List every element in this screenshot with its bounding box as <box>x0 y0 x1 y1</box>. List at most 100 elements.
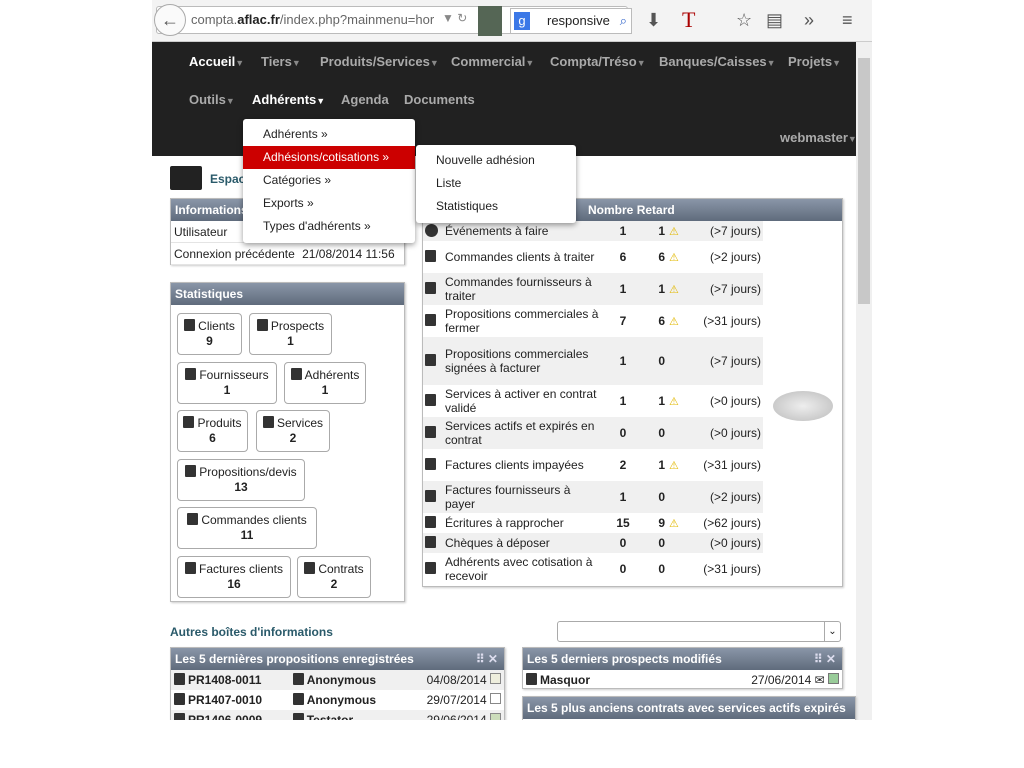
row-count: 0 <box>619 536 627 550</box>
row-label[interactable]: Factures clients impayées <box>445 458 584 472</box>
workboard-row[interactable]: Factures fournisseurs à payer 1 0 (>2 jours… <box>423 481 763 513</box>
prospect-name[interactable]: Masquor <box>523 670 659 690</box>
stat-9[interactable]: Contrats 2 <box>297 556 371 598</box>
row-label[interactable]: Écritures à rapprocher <box>445 516 564 530</box>
stat-label: Propositions/devis <box>199 465 297 479</box>
bookmark-star-icon[interactable]: ☆ <box>736 10 753 30</box>
workboard-row[interactable]: Commandes clients à traiter 6 6 ⚠ (>2 jours) <box>423 241 763 273</box>
stat-icon <box>185 465 197 477</box>
menu-item-2[interactable]: Catégories » <box>263 173 332 187</box>
proposal-ref[interactable]: PR1407-0010 <box>188 693 263 707</box>
menu-item-1[interactable]: Adhésions/cotisations » <box>243 146 415 169</box>
submenu-item-2[interactable]: Statistiques <box>436 199 499 213</box>
scrollbar-thumb[interactable] <box>858 58 870 304</box>
stat-label: Clients <box>198 319 235 333</box>
proposal-date: 29/07/2014 <box>426 693 487 707</box>
nav-projets[interactable]: Projets▼ <box>788 54 841 69</box>
menu-item-3[interactable]: Exports » <box>263 196 314 210</box>
user-menu[interactable]: webmaster▼ <box>780 130 857 145</box>
proposal-row[interactable]: PR1407-0010 Anonymous 29/07/2014 <box>171 690 504 710</box>
stat-0[interactable]: Clients 9 <box>177 313 242 355</box>
submenu-item-1[interactable]: Liste <box>436 176 462 190</box>
stat-count: 6 <box>209 431 216 445</box>
stat-8[interactable]: Factures clients 16 <box>177 556 291 598</box>
back-button[interactable]: ← <box>154 4 186 36</box>
proposal-ref[interactable]: PR1408-0011 <box>188 673 262 687</box>
proposal-tiers[interactable]: Anonymous <box>306 693 377 707</box>
reading-list-icon[interactable]: ▤ <box>766 10 784 30</box>
workboard-row[interactable]: Propositions commerciales à fermer 7 6 ⚠ (>3… <box>423 305 763 337</box>
workboard-row[interactable]: Propositions commerciales signées à fact… <box>423 337 763 385</box>
workboard-row[interactable]: Factures clients impayées 2 1 ⚠ (>31 jours) <box>423 449 763 481</box>
overflow-icon[interactable]: » <box>804 10 815 30</box>
proposals-box: Les 5 dernières propositions enregistrée… <box>170 647 505 730</box>
nav-commercial[interactable]: Commercial▼ <box>451 54 535 69</box>
nav-agenda[interactable]: Agenda <box>341 92 389 107</box>
row-label[interactable]: Services à activer en contrat validé <box>445 387 597 415</box>
stat-4[interactable]: Produits 6 <box>177 410 248 452</box>
workboard-row[interactable]: Commandes fournisseurs à traiter 1 1 ⚠ (>7 j… <box>423 273 763 305</box>
warning-icon: ⚠ <box>669 225 679 238</box>
nav-documents[interactable]: Documents <box>404 92 475 107</box>
workboard-row[interactable]: Événements à faire 1 1 ⚠ (>7 jours) <box>423 221 763 241</box>
stat-1[interactable]: Prospects 1 <box>249 313 332 355</box>
workboard-row[interactable]: Écritures à rapprocher 15 9 ⚠ (>62 jours) <box>423 513 763 533</box>
row-label[interactable]: Propositions commerciales signées à fact… <box>445 347 589 375</box>
row-label[interactable]: Factures fournisseurs à payer <box>445 483 571 511</box>
stat-7[interactable]: Commandes clients 11 <box>177 507 317 549</box>
row-delay: (>0 jours) <box>709 536 761 550</box>
stat-6[interactable]: Propositions/devis 13 <box>177 459 305 501</box>
warning-icon: ⚠ <box>669 251 679 264</box>
nav-banques[interactable]: Banques/Caisses▼ <box>659 54 776 69</box>
workboard-row[interactable]: Services actifs et expirés en contrat 0 0 (… <box>423 417 763 449</box>
menu-item-0[interactable]: Adhérents » <box>263 127 328 141</box>
row-label[interactable]: Commandes fournisseurs à traiter <box>445 275 592 303</box>
stat-3[interactable]: Adhérents 1 <box>284 362 366 404</box>
row-late: 1 <box>658 224 665 238</box>
row-icon <box>425 394 436 406</box>
workboard-row[interactable]: Adhérents avec cotisation à recevoir 0 0 (>… <box>423 553 763 585</box>
search-input[interactable]: g responsive ⌕ <box>510 8 632 34</box>
download-icon[interactable]: ⬇ <box>646 10 662 30</box>
reload-icon[interactable]: ▼ ↻ <box>442 11 468 25</box>
addon-icon[interactable] <box>478 6 502 36</box>
row-label[interactable]: Commandes clients à traiter <box>445 250 595 264</box>
menu-icon[interactable]: ≡ <box>842 10 853 30</box>
row-late: 9 <box>658 516 665 530</box>
row-late: 1 <box>658 458 665 472</box>
nav-tiers[interactable]: Tiers▼ <box>261 54 301 69</box>
status-icon <box>490 693 501 704</box>
row-delay: (>7 jours) <box>709 224 761 238</box>
stat-2[interactable]: Fournisseurs 1 <box>177 362 277 404</box>
stat-count: 2 <box>289 431 297 445</box>
row-label[interactable]: Événements à faire <box>445 224 549 238</box>
nav-adherents[interactable]: Adhérents▼ <box>252 92 326 107</box>
other-boxes-title: Autres boîtes d'informations <box>170 625 333 639</box>
menu-item-4[interactable]: Types d'adhérents » <box>263 219 371 233</box>
stat-5[interactable]: Services 2 <box>256 410 330 452</box>
proposal-tiers[interactable]: Anonymous <box>306 673 377 687</box>
nav-compta[interactable]: Compta/Tréso▼ <box>550 54 646 69</box>
row-icon <box>425 516 436 528</box>
submenu-item-0[interactable]: Nouvelle adhésion <box>436 153 535 167</box>
nav-produits[interactable]: Produits/Services▼ <box>320 54 439 69</box>
proposal-row[interactable]: PR1408-0011 Anonymous 04/08/2014 <box>171 670 504 690</box>
workboard-row[interactable]: Services à activer en contrat validé 1 1 ⚠ (… <box>423 385 763 417</box>
row-label[interactable]: Adhérents avec cotisation à recevoir <box>445 555 593 583</box>
close-icon[interactable]: ⠿ ✕ <box>475 652 498 666</box>
email-icon[interactable]: ✉ <box>814 673 825 687</box>
row-label[interactable]: Services actifs et expirés en contrat <box>445 419 595 447</box>
warning-icon: ⚠ <box>669 517 679 530</box>
nav-outils[interactable]: Outils▼ <box>189 92 235 107</box>
close-icon[interactable]: ⠿ ✕ <box>813 652 836 666</box>
add-box-select[interactable]: ⌄ <box>557 621 841 642</box>
row-count: 0 <box>619 426 627 440</box>
search-icon[interactable]: ⌕ <box>619 13 627 28</box>
row-late: 0 <box>658 490 665 504</box>
folder-icon <box>170 166 202 190</box>
row-label[interactable]: Propositions commerciales à fermer <box>445 307 599 335</box>
workboard-row[interactable]: Chèques à déposer 0 0 (>0 jours) <box>423 533 763 553</box>
row-label[interactable]: Chèques à déposer <box>445 536 550 550</box>
nav-accueil[interactable]: Accueil▼ <box>189 54 245 69</box>
t-addon-icon[interactable]: T <box>682 7 696 32</box>
